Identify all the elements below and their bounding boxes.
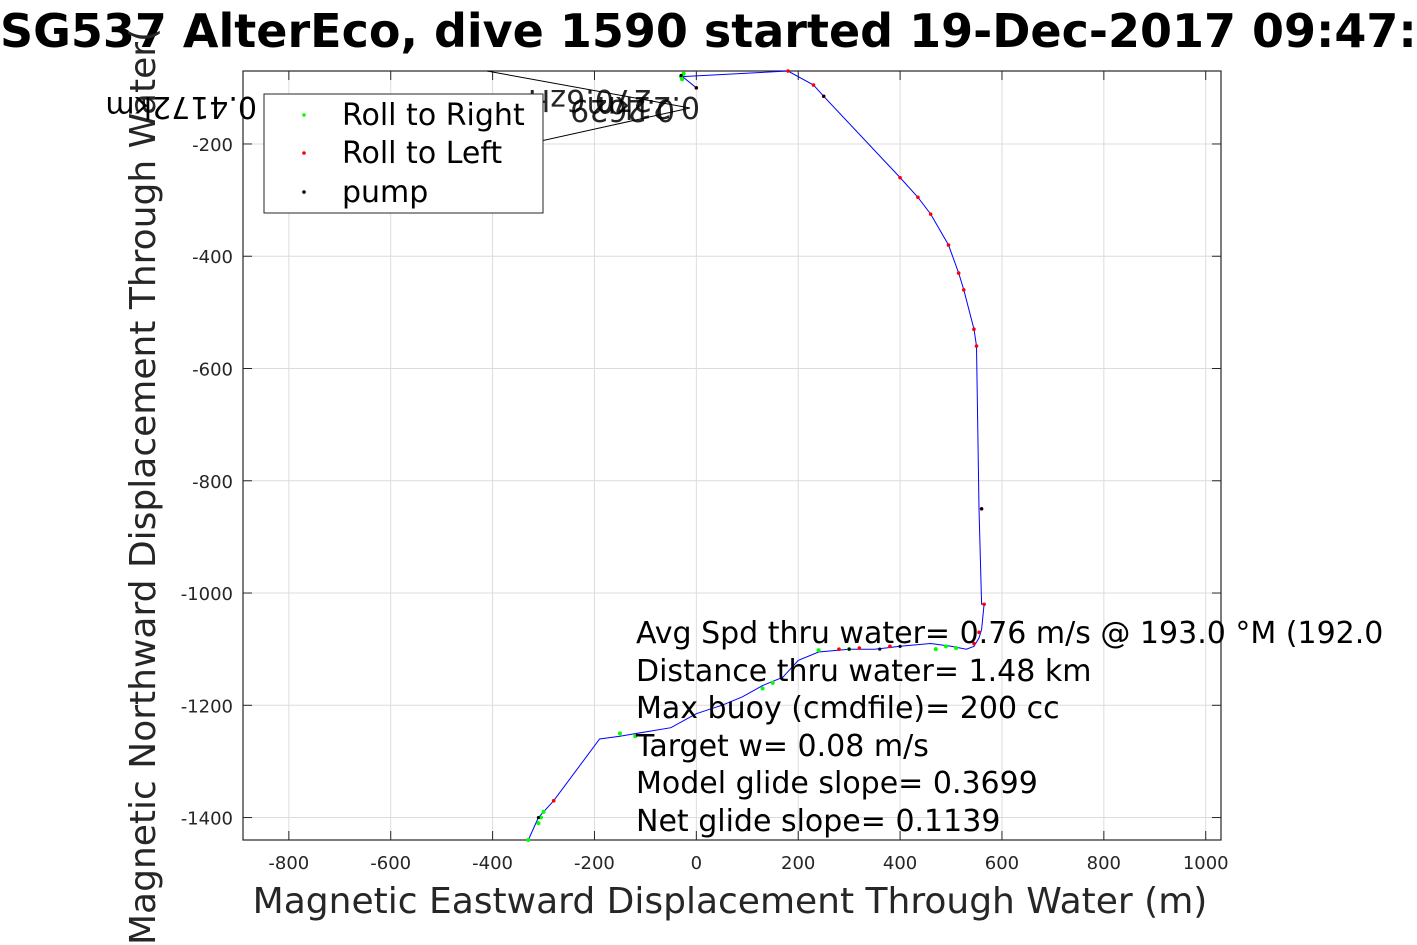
y-tick-label: -400 — [192, 247, 233, 268]
roll-right-point — [633, 734, 638, 739]
y-tick-label: -1200 — [181, 696, 233, 717]
roll-right-point — [954, 646, 959, 651]
roll-left-point — [857, 646, 862, 650]
glider-track-line — [527, 70, 985, 841]
y-axis-label: Magnetic Northward Displacement Through … — [123, 28, 164, 945]
y-tick-label: -800 — [192, 472, 233, 493]
y-tick-label: -1000 — [181, 584, 233, 605]
roll-left-point — [972, 641, 976, 646]
roll-right-point — [681, 71, 686, 76]
pump-point — [694, 86, 698, 90]
annotation-net-glide: Net glide slope= 0.1139 — [636, 804, 1000, 839]
legend-box — [263, 93, 544, 214]
annotation-model-glide: Model glide slope= 0.3699 — [636, 766, 1038, 801]
x-tick-label: -600 — [370, 853, 411, 874]
roll-left-point — [811, 83, 816, 87]
mirrored-label-slope: 0.2629 — [570, 92, 675, 127]
roll-right-point — [816, 648, 821, 653]
pump-point — [679, 73, 683, 78]
annotation-distance: Distance thru water= 1.48 km — [636, 654, 1091, 689]
x-tick-label: 400 — [883, 853, 917, 874]
chart-title: SG537 AlterEco, dive 1590 started 19-Dec… — [0, 4, 1417, 58]
legend-marker-pump — [302, 190, 306, 194]
mirrored-labels: 0.4172km 0.21km 0.2629 270.6zH — [105, 70, 700, 151]
roll-left-point — [888, 644, 892, 649]
roll-left-point — [972, 327, 976, 332]
roll-left-point — [898, 175, 902, 180]
mirrored-leader-line — [486, 70, 691, 109]
x-tick-label: -400 — [472, 853, 513, 874]
mirrored-label-short: 0.21km — [587, 89, 700, 124]
roll-left-point — [837, 647, 841, 651]
x-tick-label: 0 — [691, 853, 702, 874]
pump-point — [878, 647, 882, 651]
roll-right-point — [526, 838, 531, 842]
points-layer — [526, 69, 986, 842]
roll-left-point — [961, 288, 966, 292]
track-layer — [527, 70, 985, 841]
roll-left-point — [956, 271, 961, 275]
pump-point — [822, 94, 826, 98]
roll-left-point — [786, 69, 790, 73]
roll-left-point — [928, 212, 933, 216]
roll-right-point — [617, 731, 622, 736]
plot-border — [242, 70, 1222, 841]
roll-right-point — [536, 821, 541, 826]
roll-right-point — [680, 77, 685, 82]
pump-point — [847, 647, 851, 651]
annotations: Avg Spd thru water= 0.76 m/s @ 193.0 °M … — [635, 616, 1383, 839]
roll-left-point — [974, 344, 979, 348]
legend-label-roll-right: Roll to Right — [342, 98, 525, 133]
x-tick-label: 1000 — [1183, 853, 1229, 874]
x-tick-label: -200 — [574, 853, 615, 874]
ticks: -800 -600 -400 -200 0 200 400 600 800 1000 -1400 -1… — [181, 71, 1229, 874]
y-tick-label: -200 — [192, 135, 233, 156]
roll-right-point — [770, 680, 775, 685]
roll-left-point — [977, 630, 981, 635]
legend: Roll to Right Roll to Left pump — [263, 93, 544, 214]
y-tick-label: -1400 — [181, 809, 233, 830]
roll-left-point — [551, 798, 556, 803]
roll-right-point — [760, 686, 765, 691]
legend-marker-roll-left — [302, 151, 306, 155]
pump-point — [979, 507, 984, 511]
roll-left-point — [916, 195, 920, 200]
x-tick-label: 200 — [781, 853, 815, 874]
legend-label-pump: pump — [342, 175, 428, 210]
pump-point — [898, 644, 902, 648]
roll-right-point — [933, 647, 938, 652]
roll-right-point — [943, 644, 948, 649]
x-tick-label: -800 — [268, 853, 309, 874]
roll-right-point — [541, 809, 546, 814]
roll-left-point — [982, 602, 986, 607]
y-tick-label: -600 — [192, 359, 233, 380]
mirrored-label-distance: 0.4172km — [105, 89, 257, 124]
annotation-avg-speed: Avg Spd thru water= 0.76 m/s @ 193.0 °M … — [636, 616, 1383, 651]
annotation-max-buoy: Max buoy (cmdfile)= 200 cc — [636, 691, 1060, 726]
legend-label-roll-left: Roll to Left — [342, 136, 502, 171]
annotation-target-w: Target w= 0.08 m/s — [635, 729, 929, 764]
roll-right-point — [538, 815, 543, 820]
x-tick-label: 600 — [985, 853, 1019, 874]
x-tick-label: 800 — [1087, 853, 1121, 874]
pump-point — [536, 815, 541, 820]
legend-marker-roll-right — [302, 113, 306, 117]
x-axis-label: Magnetic Eastward Displacement Through W… — [253, 881, 1208, 922]
mirrored-label-freq: 270.6zH — [528, 82, 652, 117]
roll-left-point — [946, 243, 951, 247]
